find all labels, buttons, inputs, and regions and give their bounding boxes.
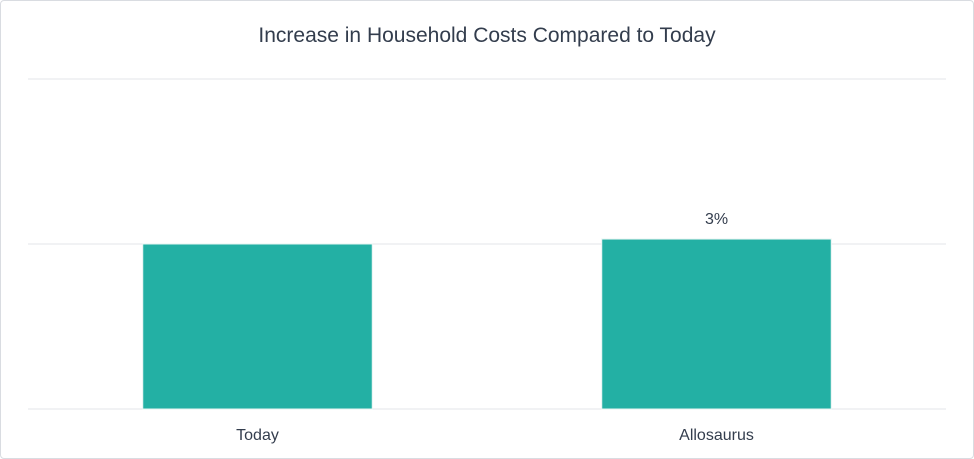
x-tick-label: Today <box>236 427 279 444</box>
chart-title: Increase in Household Costs Compared to … <box>258 24 716 47</box>
bar-allosaurus <box>601 238 832 410</box>
data-label: 3% <box>705 211 728 228</box>
x-tick-label: Allosaurus <box>679 427 754 444</box>
bar-today <box>142 243 373 410</box>
